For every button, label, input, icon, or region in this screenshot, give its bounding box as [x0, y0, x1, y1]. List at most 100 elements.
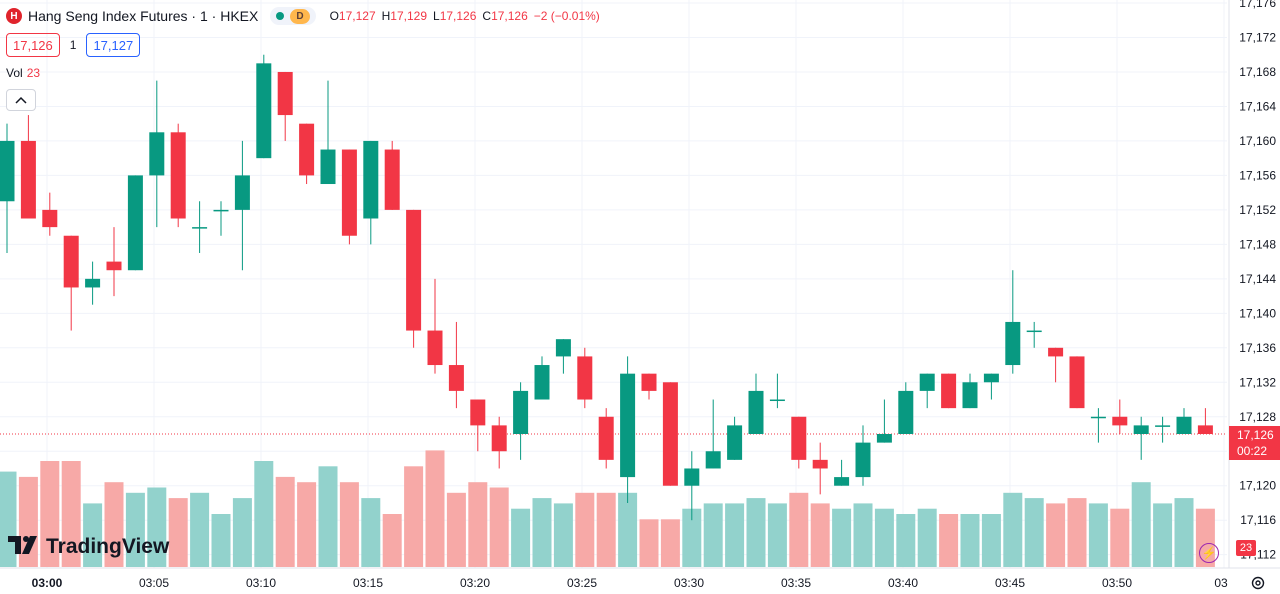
candle-body: [256, 63, 272, 159]
candle-body: [662, 382, 678, 486]
volume-bar: [104, 482, 124, 567]
tradingview-mark-icon: [8, 534, 42, 560]
market-open-icon: [276, 12, 285, 20]
collapse-legend-button[interactable]: [6, 89, 36, 111]
volume-axis-tag: 23: [1236, 540, 1256, 556]
volume-bar: [725, 503, 745, 567]
candle-body: [876, 434, 892, 443]
price-tick-label: 17,152: [1239, 203, 1276, 217]
volume-bar: [981, 514, 1001, 567]
candle-body: [406, 209, 422, 331]
volume-bar: [168, 498, 188, 567]
candle-body: [1069, 356, 1085, 409]
volume-bar: [1067, 498, 1087, 567]
volume-bar: [382, 514, 402, 567]
candle-body: [106, 261, 122, 271]
candle-body: [577, 356, 593, 400]
price-tick-label: 17,156: [1239, 168, 1276, 182]
candle-body: [341, 149, 357, 236]
volume-bar: [746, 498, 766, 567]
sell-price-button[interactable]: 17,126: [6, 33, 60, 57]
volume-bar: [1046, 503, 1066, 567]
candle-body: [534, 365, 550, 400]
volume-bar: [660, 519, 680, 567]
time-tick-label: 03: [1214, 576, 1228, 590]
candle-body: [1090, 416, 1106, 419]
volume-bar: [489, 487, 509, 567]
time-tick-label: 03:40: [888, 576, 918, 590]
volume-bar: [1003, 492, 1023, 567]
time-tick-label: 03:05: [139, 576, 169, 590]
volume-bar: [318, 466, 338, 567]
candle-body: [42, 209, 58, 228]
volume-bar: [703, 503, 723, 567]
candle-body: [470, 399, 486, 426]
candle-body: [1197, 425, 1213, 434]
ohlc-high: H17,129: [381, 9, 427, 23]
candle-body: [1048, 347, 1064, 357]
candle-body: [448, 365, 464, 391]
volume-bar: [125, 492, 145, 567]
volume-bar: [810, 503, 830, 567]
price-tick-label: 17,148: [1239, 237, 1276, 251]
buy-price-button[interactable]: 17,127: [86, 33, 141, 57]
candle-body: [641, 373, 657, 391]
volume-bar: [211, 514, 231, 567]
candle-body: [192, 227, 208, 229]
volume-bar: [939, 514, 959, 567]
volume-bar: [339, 482, 359, 567]
time-tick-label: 03:15: [353, 576, 383, 590]
candle-body: [555, 339, 571, 357]
candle-body: [705, 451, 721, 469]
market-status[interactable]: D: [270, 7, 316, 25]
hkex-logo-icon: H: [6, 8, 22, 24]
time-tick-label: 03:30: [674, 576, 704, 590]
volume-bar: [61, 461, 81, 567]
chart-settings-button[interactable]: [1250, 575, 1266, 594]
volume-bar: [1174, 498, 1194, 567]
price-tick-label: 17,168: [1239, 65, 1276, 79]
volume-bar: [553, 503, 573, 567]
volume-bar: [40, 461, 60, 567]
volume-bar: [874, 508, 894, 567]
candle-body: [941, 373, 957, 409]
candle-body: [919, 373, 935, 391]
candle-body: [170, 132, 186, 219]
chevron-up-icon: [15, 96, 27, 104]
price-tick-label: 17,116: [1240, 513, 1276, 527]
volume-bar: [532, 498, 552, 567]
candle-body: [727, 425, 743, 460]
volume-bar: [446, 492, 466, 567]
price-tick-label: 17,160: [1239, 134, 1276, 148]
candle-body: [213, 209, 229, 212]
symbol-title[interactable]: Hang Seng Index Futures · 1 · HKEX: [28, 8, 259, 24]
candle-body: [684, 468, 700, 486]
candle-body: [63, 235, 79, 288]
volume-legend: Vol 23: [6, 66, 40, 80]
price-tick-label: 17,128: [1239, 410, 1276, 424]
volume-value: 23: [26, 66, 41, 80]
time-tick-label: 03:35: [781, 576, 811, 590]
time-tick-label: 03:45: [995, 576, 1025, 590]
ohlc-close: C17,126: [482, 9, 528, 23]
price-tick-label: 17,120: [1239, 479, 1276, 493]
candle-body: [1133, 425, 1149, 434]
candle-body: [127, 175, 143, 271]
volume-bar: [1024, 498, 1044, 567]
last-price-tag: 17,126 00:22: [1229, 426, 1280, 460]
lightning-icon[interactable]: ⚡: [1199, 543, 1219, 563]
candle-body: [769, 399, 785, 402]
tradingview-logo[interactable]: TradingView: [8, 534, 169, 560]
volume-bar: [190, 492, 210, 567]
candle-body: [1005, 321, 1021, 366]
candle-body: [1176, 416, 1192, 434]
chart-legend-header: H Hang Seng Index Futures · 1 · HKEX D O…: [6, 6, 600, 26]
price-tick-label: 17,132: [1239, 375, 1276, 389]
candle-body: [983, 373, 999, 383]
candle-body: [0, 140, 15, 202]
volume-bar: [789, 492, 809, 567]
price-tick-label: 17,144: [1239, 272, 1276, 286]
volume-bar: [425, 450, 445, 567]
price-tick-label: 17,172: [1239, 30, 1276, 44]
